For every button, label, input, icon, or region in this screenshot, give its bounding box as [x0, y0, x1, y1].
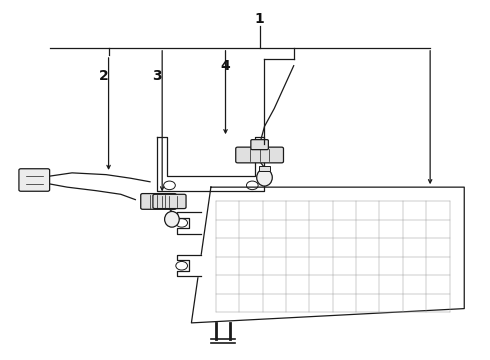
Text: 1: 1 [255, 12, 265, 26]
Polygon shape [177, 212, 201, 234]
FancyBboxPatch shape [251, 140, 269, 150]
Ellipse shape [257, 169, 272, 186]
Polygon shape [157, 137, 265, 191]
FancyBboxPatch shape [19, 169, 49, 191]
Text: 2: 2 [99, 69, 109, 84]
Polygon shape [177, 255, 201, 276]
Text: 4: 4 [220, 59, 230, 73]
Polygon shape [192, 187, 464, 323]
Text: 3: 3 [152, 69, 162, 84]
FancyBboxPatch shape [259, 166, 270, 171]
FancyBboxPatch shape [153, 194, 186, 208]
FancyBboxPatch shape [141, 194, 176, 209]
Ellipse shape [165, 211, 179, 227]
FancyBboxPatch shape [236, 147, 284, 163]
